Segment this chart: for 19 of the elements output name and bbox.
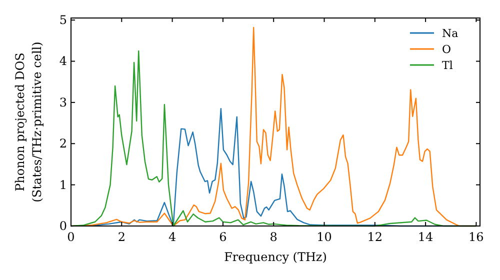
x-tick-label: 10 bbox=[316, 230, 332, 244]
y-tick-label: 1 bbox=[59, 178, 67, 192]
x-tick-label: 8 bbox=[270, 230, 278, 244]
legend-label: Tl bbox=[442, 59, 454, 72]
legend-label: Na bbox=[442, 27, 459, 40]
y-tick-label: 0 bbox=[59, 219, 67, 233]
x-tick-label: 4 bbox=[168, 230, 176, 244]
y-axis-title: Phonon projected DOS (States/THz·primitive cell) bbox=[13, 42, 44, 202]
legend-label: O bbox=[442, 43, 452, 56]
y-tick-label: 3 bbox=[59, 95, 67, 110]
y-tick-label: 5 bbox=[59, 13, 67, 28]
x-tick-label: 14 bbox=[418, 230, 434, 244]
y-tick-label: 2 bbox=[59, 136, 67, 151]
y-tick-label: 4 bbox=[59, 54, 68, 68]
x-axis-title: Frequency (THz) bbox=[224, 250, 327, 264]
x-tick-label: 12 bbox=[367, 230, 383, 244]
x-tick-label: 6 bbox=[219, 230, 227, 244]
x-tick-label: 2 bbox=[118, 230, 126, 244]
x-tick-label: 16 bbox=[468, 230, 484, 244]
